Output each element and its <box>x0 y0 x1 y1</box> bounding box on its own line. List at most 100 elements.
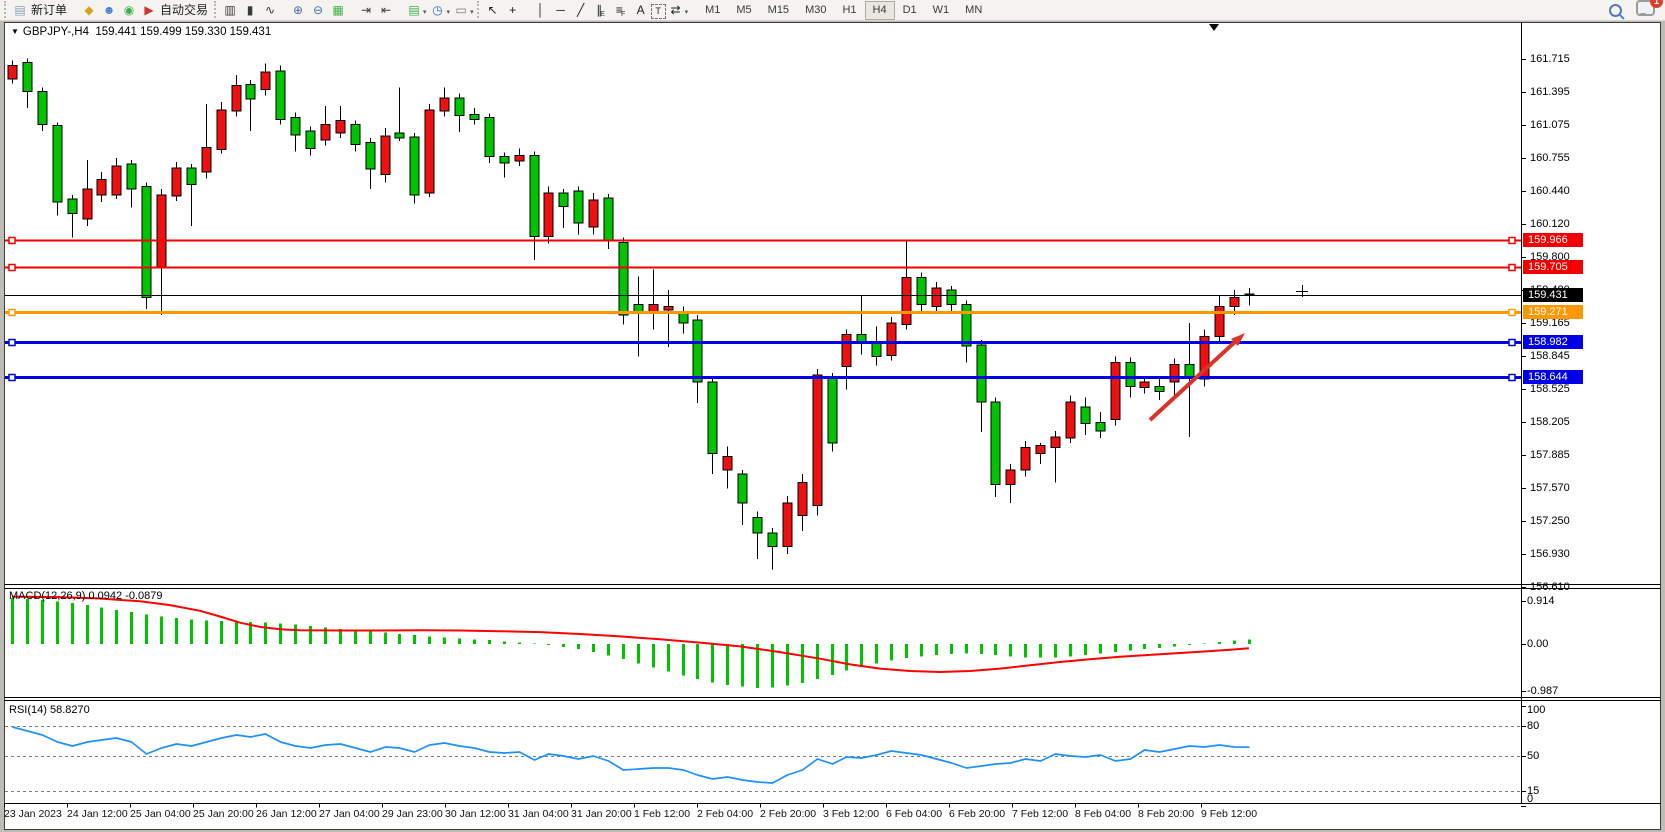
signals-icon[interactable]: ◉ <box>123 3 135 17</box>
periods-icon[interactable]: ◷ <box>432 3 443 17</box>
symbol-label: GBPJPY-,H4 <box>22 26 89 38</box>
price-tick-label: 160.440 <box>1530 185 1570 197</box>
price-level-box: 159.705 <box>1523 260 1583 274</box>
bar-chart-icon[interactable]: ▥ <box>224 3 236 17</box>
price-tick-label: 158.845 <box>1530 350 1570 362</box>
rsi-axis-label: 0 <box>1527 793 1534 805</box>
candlestick-chart-icon[interactable]: ▮ <box>246 3 254 17</box>
crosshair-icon[interactable]: + <box>509 3 517 17</box>
time-tick-label: 30 Jan 12:00 <box>445 808 506 820</box>
timeframe-h4[interactable]: H4 <box>864 0 895 20</box>
search-icon[interactable] <box>1609 3 1622 17</box>
line-chart-icon[interactable]: ∿ <box>265 3 276 17</box>
autotrading-icon[interactable]: ▶ <box>144 3 154 17</box>
chart-plot-area[interactable] <box>5 40 1521 585</box>
price-tick-label: 157.250 <box>1530 515 1570 527</box>
chart-title[interactable]: ▼ GBPJPY-,H4 159.441 159.499 159.330 159.… <box>11 26 271 38</box>
autotrading-label[interactable]: 自动交易 <box>160 3 209 17</box>
notifications-button[interactable]: 1 <box>1636 0 1663 21</box>
rsi-axis-label: 100 <box>1527 704 1546 716</box>
new-chart-icon[interactable]: ▤ <box>408 3 420 17</box>
time-tick-label: 31 Jan 20:00 <box>571 808 632 820</box>
text-label-icon[interactable]: T <box>650 3 666 19</box>
price-tick-label: 160.755 <box>1530 152 1570 164</box>
chart-shift-icon[interactable]: ⇤ <box>381 3 392 17</box>
time-tick-label: 24 Jan 12:00 <box>67 808 128 820</box>
channel-icon[interactable]: ∥ E <box>596 3 605 18</box>
timeframe-m1[interactable]: M1 <box>705 3 721 16</box>
time-tick-label: 8 Feb 20:00 <box>1138 808 1195 820</box>
price-tick-label: 157.885 <box>1530 449 1570 461</box>
price-tick-label: 157.570 <box>1530 482 1570 494</box>
time-tick-label: 25 Jan 04:00 <box>130 808 191 820</box>
price-tick-label: 161.075 <box>1530 119 1570 131</box>
time-tick-label: 2 Feb 20:00 <box>760 808 817 820</box>
timeframe-d1[interactable]: D1 <box>902 3 917 16</box>
macd-axis-label: 0.00 <box>1527 638 1549 650</box>
price-level-box: 159.966 <box>1523 233 1583 247</box>
periods-icon-dropdown[interactable]: ▾ <box>446 9 451 16</box>
time-tick-label: 6 Feb 04:00 <box>886 808 943 820</box>
time-tick-label: 9 Feb 12:00 <box>1201 808 1258 820</box>
time-tick-label: 25 Jan 20:00 <box>193 808 254 820</box>
price-tick-label: 156.610 <box>1530 581 1570 593</box>
new-order-icon[interactable]: ▤ <box>14 3 26 17</box>
text-icon[interactable]: A <box>636 3 645 17</box>
new-chart-icon-dropdown[interactable]: ▾ <box>423 9 427 16</box>
market-icon[interactable]: ◆ <box>84 3 94 17</box>
timeframe-m30[interactable]: M30 <box>805 3 827 16</box>
price-level-box: 159.431 <box>1523 288 1583 302</box>
macd-indicator-label: MACD(12,26,9) 0.0942 -0.0879 <box>9 590 163 602</box>
time-tick-label: 8 Feb 04:00 <box>1075 808 1132 820</box>
macd-axis-label: 0.914 <box>1527 595 1555 607</box>
toolbar-icon-group: ▤ 新订单 ◆ ☻ ◉ ▶ 自动交易 ▥ ▮ ∿ ⊕ ⊖ ▦ ⇥ ⇤ ▤ ▾ ◷ ▾ ▭ ▾ ↖ + │ ─ ╱ ∥ E ≡ F A T ⇄ ▾ <box>2 1 697 19</box>
price-tick-label: 161.395 <box>1530 86 1570 98</box>
notification-badge: 1 <box>1650 0 1663 8</box>
price-tick-label: 158.525 <box>1530 383 1570 395</box>
template-icon[interactable]: ▭ <box>455 3 467 17</box>
timeframe-toolbar: M1 M5 M15 M30 H1 H4 D1 W1 MN <box>697 0 990 20</box>
new-order-label[interactable]: 新订单 <box>31 3 68 17</box>
time-tick-label: 1 Feb 12:00 <box>634 808 691 820</box>
zoom-out-icon[interactable]: ⊖ <box>313 3 324 17</box>
price-tick-label: 158.205 <box>1530 416 1570 428</box>
cursor-icon[interactable]: ↖ <box>487 3 498 17</box>
toolbar-right-group: 1 <box>1609 0 1663 21</box>
collapse-icon[interactable]: ▼ <box>11 27 19 36</box>
timeframe-mn[interactable]: MN <box>965 3 983 16</box>
rsi-panel[interactable] <box>5 701 1521 803</box>
zoom-in-icon[interactable]: ⊕ <box>293 3 304 17</box>
timeframe-m5[interactable]: M5 <box>736 3 752 16</box>
main-toolbar: ▤ 新订单 ◆ ☻ ◉ ▶ 自动交易 ▥ ▮ ∿ ⊕ ⊖ ▦ ⇥ ⇤ ▤ ▾ ◷ ▾ ▭ ▾ ↖ + │ ─ ╱ ∥ E ≡ F A T ⇄ ▾ … <box>0 0 1665 21</box>
time-tick-label: 2 Feb 04:00 <box>697 808 754 820</box>
timeframe-h1[interactable]: H1 <box>842 3 857 16</box>
time-tick-label: 29 Jan 23:00 <box>382 808 443 820</box>
horizontal-line-icon[interactable]: ─ <box>556 3 565 17</box>
time-tick-label: 6 Feb 20:00 <box>949 808 1006 820</box>
community-icon[interactable]: ☻ <box>102 3 116 17</box>
timeframe-m15[interactable]: M15 <box>767 3 790 16</box>
auto-scroll-icon[interactable]: ⇥ <box>361 3 372 17</box>
price-tick-label: 161.715 <box>1530 53 1570 65</box>
time-tick-label: 27 Jan 04:00 <box>319 808 380 820</box>
tile-windows-icon[interactable]: ▦ <box>332 3 344 17</box>
time-tick-label: 26 Jan 12:00 <box>256 808 317 820</box>
rsi-indicator-label: RSI(14) 58.8270 <box>9 704 90 716</box>
price-level-box: 158.982 <box>1523 335 1583 349</box>
price-tick-label: 156.930 <box>1530 548 1570 560</box>
macd-axis-label: -0.987 <box>1527 685 1559 697</box>
price-level-box: 158.644 <box>1523 370 1583 384</box>
toolbar-grip <box>4 1 6 18</box>
macd-panel[interactable] <box>5 588 1521 697</box>
arrows-icon[interactable]: ⇄ <box>670 3 681 17</box>
time-tick-label: 3 Feb 12:00 <box>823 808 880 820</box>
timeframe-w1[interactable]: W1 <box>932 3 950 16</box>
trendline-icon[interactable]: ╱ <box>576 3 585 17</box>
arrows-icon-dropdown[interactable]: ▾ <box>684 9 689 16</box>
ohlc-readout: 159.441 159.499 159.330 159.431 <box>95 26 272 38</box>
template-icon-dropdown[interactable]: ▾ <box>470 9 474 16</box>
vertical-line-icon[interactable]: │ <box>536 3 545 17</box>
fibonacci-icon[interactable]: ≡ F <box>615 3 626 18</box>
price-tick-label: 160.120 <box>1530 218 1570 230</box>
